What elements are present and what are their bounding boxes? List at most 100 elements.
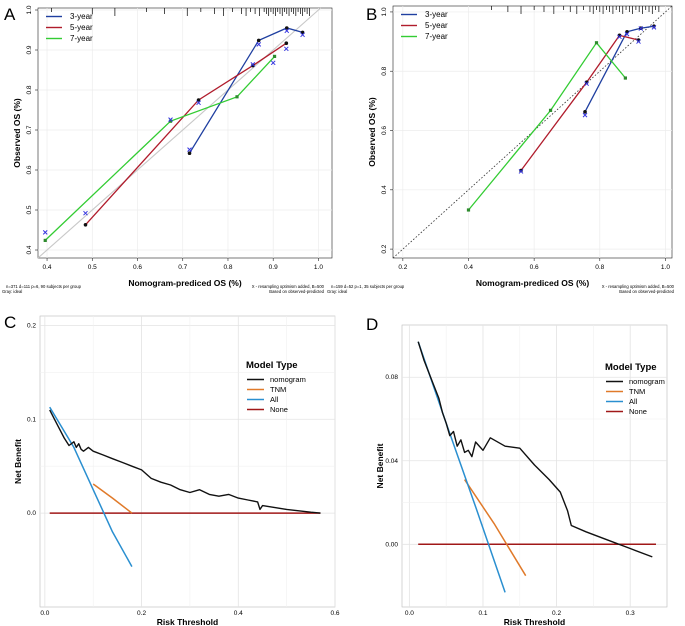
- series-line-5-year: [520, 34, 639, 171]
- footnote-left-2: Gray: ideal: [2, 289, 22, 294]
- legend-label-all: All: [270, 395, 279, 404]
- footnote-right: X - resampling optimism added, B=500: [602, 284, 675, 289]
- footnote-right: X - resampling optimism added, B=500: [252, 284, 325, 289]
- y-tick-label: 0.6: [26, 165, 33, 174]
- series-point-7-year: [272, 54, 277, 58]
- x-tick-label: 0.6: [133, 264, 142, 271]
- optimism-cross: [196, 100, 201, 106]
- series-line-5-year: [85, 42, 287, 226]
- legend-label-none: None: [629, 407, 647, 416]
- series-line-all: [49, 406, 133, 567]
- legend-label-nomogram: nomogram: [629, 377, 665, 386]
- y-tick-label: 0.04: [385, 458, 398, 465]
- series-point-7-year: [235, 95, 239, 99]
- series-line-3-year: [584, 25, 654, 113]
- panel-label-a: A: [4, 5, 16, 24]
- legend-label-7-year: 7-year: [425, 32, 448, 41]
- footnote-left-2: Gray: ideal: [327, 289, 347, 294]
- series-line-7-year: [44, 55, 276, 241]
- y-tick-label: 0.0: [27, 510, 36, 517]
- series-point-5-year: [284, 41, 289, 45]
- optimism-cross: [168, 117, 173, 122]
- optimism-cross: [584, 81, 590, 87]
- plot-frame-c: [39, 315, 336, 608]
- series-point-7-year: [594, 41, 599, 45]
- y-tick-label: 0.9: [26, 45, 33, 54]
- optimism-cross: [518, 169, 524, 174]
- y-tick-label: 0.2: [27, 322, 36, 329]
- legend-title: Model Type: [246, 360, 298, 371]
- ideal-diagonal: [37, 7, 322, 259]
- y-tick-label: 0.4: [26, 245, 33, 254]
- optimism-cross: [283, 46, 289, 52]
- optimism-cross: [582, 112, 588, 118]
- panel-label-b: B: [366, 5, 377, 24]
- legend-label-tnm: TNM: [629, 387, 645, 396]
- y-tick-label: 1.0: [26, 5, 33, 14]
- series-line-7-year: [467, 41, 626, 211]
- legend-label-3-year: 3-year: [70, 12, 93, 21]
- y-tick-label: 0.5: [26, 205, 33, 214]
- series-point-5-year: [83, 223, 88, 227]
- x-tick-label: 0.0: [40, 610, 49, 617]
- series-line-tnm: [92, 483, 133, 514]
- x-tick-label: 0.9: [269, 264, 278, 271]
- y-tick-label: 0.1: [27, 416, 36, 423]
- x-tick-label: 0.4: [234, 610, 243, 617]
- y-tick-label: 0.08: [385, 374, 398, 381]
- y-axis-label: Net Benefit: [375, 443, 385, 488]
- x-axis-label: Risk Threshold: [157, 617, 218, 626]
- plot-frame-a: [37, 7, 333, 259]
- optimism-cross: [651, 24, 657, 30]
- optimism-cross: [284, 28, 290, 34]
- legend-label-7-year: 7-year: [70, 34, 93, 43]
- x-tick-label: 0.3: [626, 610, 635, 617]
- optimism-cross: [256, 42, 262, 47]
- x-tick-label: 0.5: [88, 264, 97, 271]
- x-axis-label: Nomogram-prediced OS (%): [476, 278, 590, 288]
- series-line-tnm: [463, 479, 527, 577]
- series-point-7-year: [466, 208, 471, 212]
- y-tick-label: 0.8: [381, 66, 388, 75]
- legend-label-5-year: 5-year: [70, 23, 93, 32]
- y-tick-label: 0.00: [385, 541, 398, 548]
- x-tick-label: 0.6: [530, 264, 539, 271]
- series-point-3-year: [284, 26, 289, 30]
- x-tick-label: 0.1: [478, 610, 487, 617]
- legend-label-none: None: [270, 405, 288, 414]
- optimism-cross: [636, 39, 641, 44]
- legend-label-all: All: [629, 397, 638, 406]
- x-tick-label: 0.2: [398, 264, 407, 271]
- legend-label-3-year: 3-year: [425, 10, 448, 19]
- x-tick-label: 1.0: [314, 264, 323, 271]
- x-tick-label: 0.8: [223, 264, 232, 271]
- footnote-right-2: Based on observed-predicted: [619, 289, 674, 294]
- x-axis-label: Nomogram-prediced OS (%): [128, 278, 242, 288]
- x-tick-label: 0.0: [405, 610, 414, 617]
- optimism-cross: [624, 31, 630, 37]
- x-tick-label: 0.4: [43, 264, 52, 271]
- y-tick-label: 0.6: [381, 126, 388, 135]
- x-tick-label: 1.0: [661, 264, 670, 271]
- series-point-3-year: [256, 38, 261, 43]
- y-tick-label: 1.0: [381, 7, 388, 16]
- y-tick-label: 0.8: [26, 85, 33, 94]
- series-line-nomogram: [49, 409, 321, 514]
- optimism-cross: [617, 34, 622, 40]
- y-tick-label: 0.2: [381, 244, 388, 253]
- legend-label-nomogram: nomogram: [270, 375, 306, 384]
- optimism-cross: [42, 230, 48, 235]
- optimism-cross: [187, 147, 192, 152]
- optimism-cross: [83, 210, 88, 216]
- series-point-7-year: [168, 119, 173, 123]
- series-point-7-year: [623, 76, 627, 80]
- series-line-nomogram: [417, 341, 653, 558]
- optimism-cross: [300, 32, 305, 38]
- y-axis-label: Observed OS (%): [367, 97, 377, 167]
- y-tick-label: 0.4: [381, 185, 388, 194]
- y-axis-label: Net Benefit: [13, 439, 23, 484]
- legend-label-5-year: 5-year: [425, 21, 448, 30]
- series-point-7-year: [548, 108, 553, 112]
- series-point-7-year: [43, 238, 47, 242]
